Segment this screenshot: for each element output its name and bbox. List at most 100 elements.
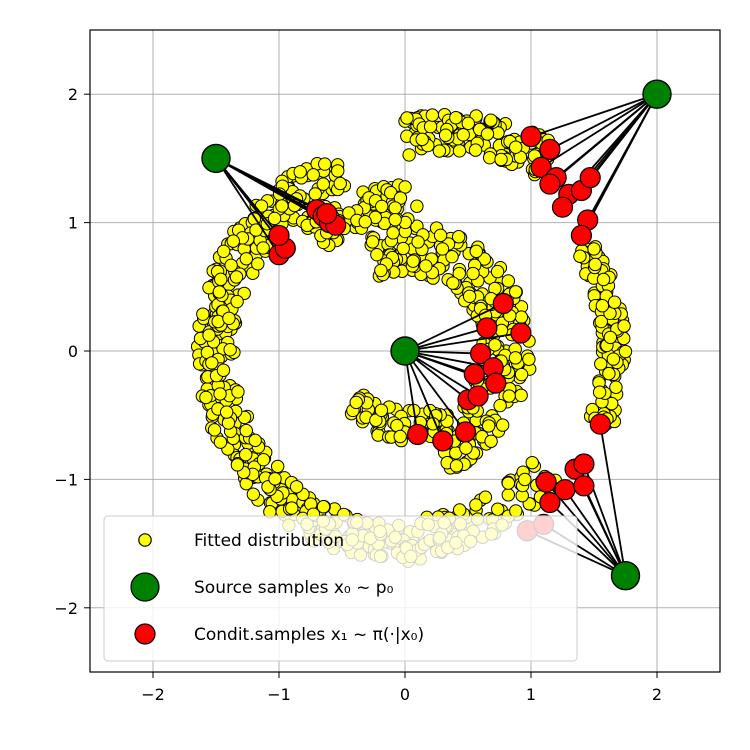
fitted-point [490,502,505,516]
transport-edge [549,93,658,185]
fitted-point [406,254,420,268]
fitted-point [607,295,622,309]
fitted-point [482,150,497,165]
conditional-point [573,453,595,475]
conditional-point [467,385,489,407]
legend-label-conditional: Condit.samples x₁ ~ π(·|x₀) [194,625,424,645]
fitted-point [239,447,253,462]
conditional-point [539,173,561,195]
fitted-point [603,330,618,345]
fitted-point [316,500,331,514]
fitted-point [525,455,539,470]
fitted-point [349,395,363,410]
axis-ticks: −2 −1 0 1 2 −2 −1 0 1 2 [54,85,662,704]
fitted-point [446,276,460,290]
y-tick-label: 0 [68,342,78,361]
fitted-point [509,140,523,154]
fitted-point [484,434,498,448]
fitted-point [248,433,262,448]
fitted-point [481,419,496,433]
fitted-point [370,247,384,262]
source-point [610,561,641,591]
fitted-point [374,263,388,278]
fitted-point [268,472,282,486]
fitted-point [606,352,621,366]
transport-edge [215,157,280,256]
fitted-point [494,152,508,167]
legend-marker-fitted [138,533,152,547]
fitted-point [484,113,498,127]
fitted-point [462,289,477,303]
fitted-point [594,357,608,371]
conditional-point [539,138,561,161]
fitted-point [246,487,261,501]
fitted-point [388,201,402,215]
fitted-point [438,128,453,142]
conditional-point [463,363,485,385]
fitted-point [451,230,466,244]
fitted-point [477,252,492,266]
fitted-point [224,258,238,273]
fitted-point [617,319,631,333]
fitted-point [459,441,473,455]
conditional-point [432,430,454,452]
conditional-point [485,372,507,394]
conditional-point [470,342,492,365]
fitted-point [514,310,529,324]
legend-marker-source [130,572,160,602]
fitted-point [514,367,529,382]
fitted-point [388,212,402,227]
fitted-point [452,266,466,281]
fitted-point [205,356,219,370]
conditional-point [316,203,338,225]
fitted-point [393,429,407,444]
fitted-point [226,234,240,248]
fitted-point [402,148,416,162]
fitted-point [518,472,532,487]
fitted-point [398,180,412,194]
fitted-point [306,168,320,182]
fitted-point [213,435,228,449]
fitted-point [400,111,414,125]
x-tick-label: 0 [400,685,410,704]
x-tick-label: −1 [267,685,291,704]
fitted-point [214,272,228,287]
fitted-point [449,111,463,125]
fitted-point [331,164,345,178]
fitted-point [456,128,470,142]
y-tick-label: 1 [68,214,78,233]
fitted-point [509,504,523,518]
source-sample-points [201,79,672,591]
conditional-point [554,479,576,501]
conditional-point [551,196,574,218]
fitted-point [275,199,289,213]
fitted-point [285,501,299,515]
fitted-point [239,423,253,438]
transport-edge [549,93,658,151]
legend-label-fitted: Fitted distribution [194,531,344,551]
fitted-point [231,385,245,399]
fitted-point [374,403,389,417]
fitted-point [267,211,282,226]
fitted-point [293,165,307,179]
y-tick-label: −1 [54,470,78,489]
fitted-point [396,241,410,256]
fitted-point [495,418,510,432]
fitted-point [199,390,213,405]
transport-edge [404,350,444,442]
fitted-point [221,416,236,430]
fitted-point [251,257,265,271]
conditional-point [492,292,514,315]
conditional-point [530,156,552,178]
fitted-point [449,459,464,473]
legend-marker-conditional [134,623,156,645]
fitted-point [592,385,607,399]
fitted-point [478,490,493,504]
fitted-point [618,344,633,359]
conditional-point [539,491,561,514]
fitted-point [433,228,448,243]
transport-edge [530,93,658,138]
conditional-point [573,475,595,497]
fitted-point [223,342,237,357]
transport-edge [404,332,522,352]
